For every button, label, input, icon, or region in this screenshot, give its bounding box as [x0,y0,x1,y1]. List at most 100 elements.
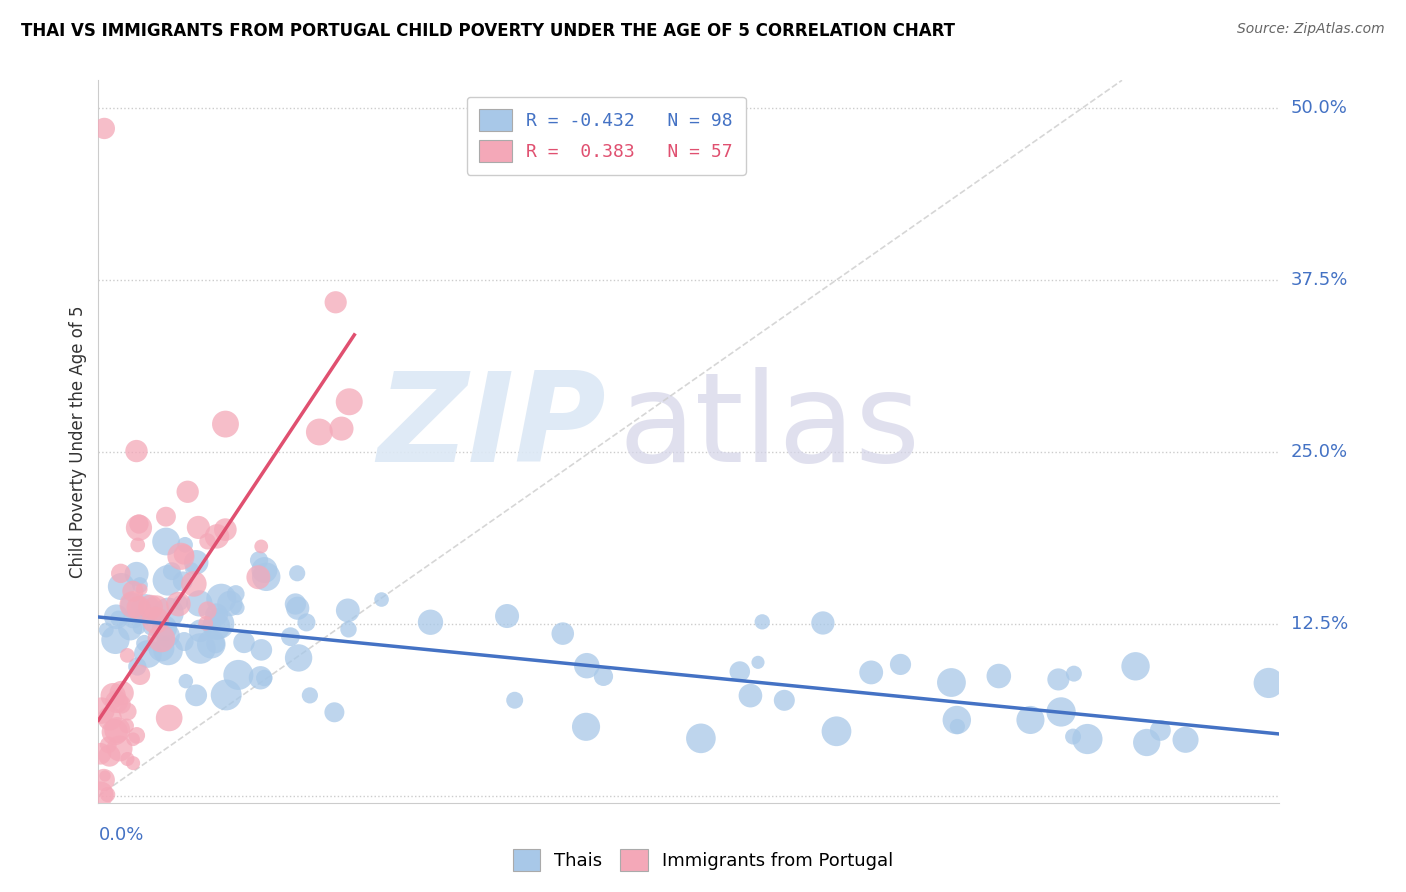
Point [811,615,834,630]
Point [1047,673,1070,687]
Point [117,705,139,719]
Point [145,600,167,615]
Point [825,724,848,739]
Point [128,521,150,535]
Point [419,615,441,630]
Text: 37.5%: 37.5% [1291,271,1348,289]
Point [740,689,762,703]
Point [128,621,150,635]
Point [122,598,145,612]
Point [127,600,149,615]
Point [104,725,127,739]
Point [174,674,197,689]
Point [104,632,127,647]
Point [205,607,228,622]
Point [120,621,142,635]
Point [156,628,179,642]
Point [200,637,222,651]
Point [197,534,219,549]
Point [1136,735,1159,749]
Point [97,738,120,752]
Point [176,484,198,499]
Point [186,689,208,703]
Text: atlas: atlas [619,367,920,488]
Point [93,772,115,787]
Point [214,417,236,431]
Point [1125,659,1147,673]
Point [110,698,132,712]
Point [205,619,228,633]
Point [101,689,124,703]
Point [122,732,145,747]
Point [94,769,117,783]
Point [253,563,276,577]
Point [135,607,157,622]
Point [987,669,1010,683]
Point [155,509,177,524]
Point [228,668,250,682]
Point [173,548,195,562]
Point [96,623,118,637]
Point [205,529,228,543]
Point [188,641,211,656]
Point [728,665,751,679]
Point [167,597,190,611]
Point [129,667,152,681]
Text: 0.0%: 0.0% [98,826,143,844]
Point [136,647,159,661]
Point [287,651,309,665]
Point [125,444,148,458]
Point [160,564,183,578]
Point [122,584,145,599]
Point [747,656,769,670]
Point [107,611,129,625]
Point [889,657,911,672]
Point [503,693,526,707]
Point [150,641,173,656]
Point [188,596,211,610]
Legend: Thais, Immigrants from Portugal: Thais, Immigrants from Portugal [506,842,900,879]
Point [90,704,112,718]
Point [105,609,128,624]
Point [218,597,240,611]
Point [1019,713,1042,727]
Point [225,587,247,601]
Point [250,540,273,554]
Point [97,788,120,802]
Legend: R = -0.432   N = 98, R =  0.383   N = 57: R = -0.432 N = 98, R = 0.383 N = 57 [467,96,745,175]
Y-axis label: Child Poverty Under the Age of 5: Child Poverty Under the Age of 5 [69,305,87,578]
Point [89,747,111,761]
Point [197,604,219,618]
Point [751,615,773,629]
Text: 50.0%: 50.0% [1291,99,1347,117]
Point [860,665,883,680]
Point [575,720,598,734]
Point [370,592,392,607]
Point [131,582,153,597]
Point [153,621,176,635]
Point [551,626,574,640]
Point [204,617,226,632]
Point [215,688,238,702]
Text: 25.0%: 25.0% [1291,442,1348,461]
Point [1174,732,1197,747]
Point [122,756,145,771]
Text: THAI VS IMMIGRANTS FROM PORTUGAL CHILD POVERTY UNDER THE AGE OF 5 CORRELATION CH: THAI VS IMMIGRANTS FROM PORTUGAL CHILD P… [21,22,955,40]
Point [89,788,111,802]
Point [295,615,318,630]
Point [129,578,152,592]
Point [169,596,191,610]
Point [214,523,236,537]
Point [121,599,143,613]
Point [336,603,359,617]
Point [194,616,217,631]
Point [1062,730,1084,744]
Point [773,693,796,707]
Point [105,723,128,737]
Point [122,611,145,625]
Point [1063,666,1085,681]
Point [247,553,270,567]
Point [170,549,193,564]
Point [111,686,134,700]
Point [183,577,205,591]
